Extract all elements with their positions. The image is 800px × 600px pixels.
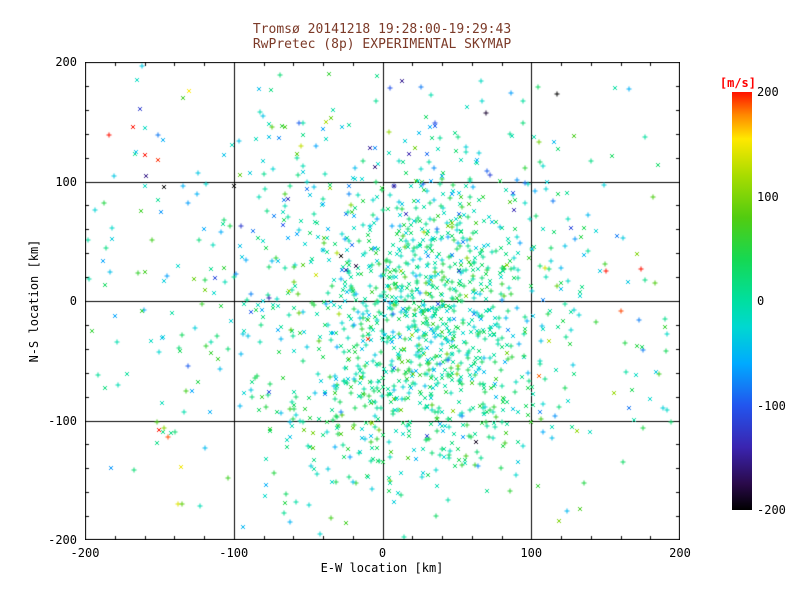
colorbar-unit-label: [m/s] xyxy=(719,76,756,90)
colorbar-tick-label: 0 xyxy=(757,294,765,308)
chart-title: Tromsø 20141218 19:28:00-19:29:43 xyxy=(252,22,512,37)
colorbar-tick-label: 100 xyxy=(757,189,779,204)
chart-subtitle: RwPretec (8p) EXPERIMENTAL SKYMAP xyxy=(252,37,512,52)
colorbar-tick-label: -200 xyxy=(757,503,786,517)
colorbar-tick-label: -100 xyxy=(757,398,786,413)
colorbar xyxy=(732,92,752,510)
x-tick-label: 100 xyxy=(520,546,543,560)
y-tick-label: -100 xyxy=(48,413,77,428)
y-tick-label: -200 xyxy=(48,533,77,547)
colorbar-tick-label: 200 xyxy=(757,85,779,99)
scatter-plot-canvas xyxy=(85,62,680,540)
y-tick-label: 0 xyxy=(69,294,77,308)
y-tick-label: 100 xyxy=(55,174,77,189)
x-axis-label: E-W location [km] xyxy=(320,561,444,575)
y-tick-label: 200 xyxy=(55,55,77,69)
x-tick-label: 0 xyxy=(378,546,387,560)
x-tick-label: -200 xyxy=(70,546,100,560)
x-tick-label: 200 xyxy=(669,546,691,560)
x-tick-label: -100 xyxy=(219,546,249,560)
